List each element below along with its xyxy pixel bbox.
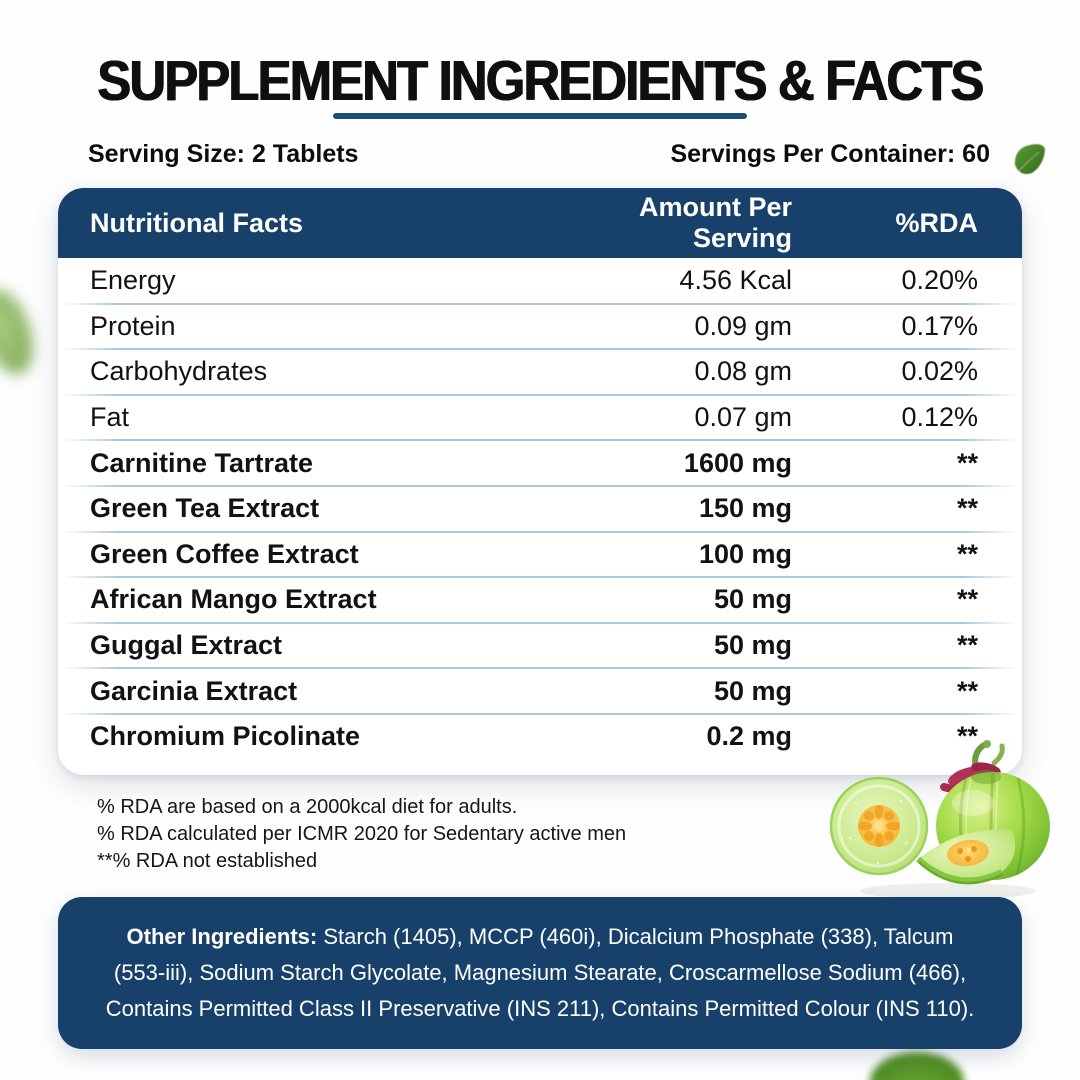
nutrient-amount: 0.2 mg <box>706 721 792 752</box>
nutrient-name: Garcinia Extract <box>90 675 298 706</box>
other-ingredients-text: Other Ingredients: Starch (1405), MCCP (4… <box>98 919 982 1027</box>
nutrient-amount: 100 mg <box>698 538 792 569</box>
title-underline <box>333 113 747 119</box>
nutrient-amount: 0.09 gm <box>694 310 792 341</box>
nutrient-name: Fat <box>90 402 130 433</box>
table-row: Garcinia Extract 50 mg ** <box>58 668 1022 715</box>
footnote-line: % RDA are based on a 2000kcal diet for a… <box>97 796 518 818</box>
nutrient-amount: 1600 mg <box>683 447 792 478</box>
garcinia-slice-round <box>829 776 929 876</box>
nutrient-amount: 0.07 gm <box>694 402 792 433</box>
table-row: Carbohydrates 0.08 gm 0.02% <box>58 349 1022 396</box>
nutrition-facts-card: Nutritional Facts Amount Per Serving %RD… <box>58 188 1022 775</box>
table-row: Green Coffee Extract 100 mg ** <box>58 532 1022 578</box>
nutrient-name: Green Tea Extract <box>90 493 320 524</box>
nutrient-rda: ** <box>956 447 978 478</box>
other-ingredients-box: Other Ingredients: Starch (1405), MCCP (4… <box>58 897 1022 1049</box>
nutrient-name: Green Coffee Extract <box>90 538 359 569</box>
nutrient-name: Energy <box>90 265 176 296</box>
nutrient-rda: 0.12% <box>901 402 978 433</box>
nutrient-name: Carbohydrates <box>90 356 268 387</box>
leaf-decoration-topright-icon <box>1014 144 1045 174</box>
table-rows: Energy 4.56 Kcal 0.20% Protein 0.09 gm 0… <box>58 258 1022 760</box>
garcinia-whole-fruit <box>936 740 1050 880</box>
serving-size-label: Serving Size: 2 Tablets <box>88 140 359 168</box>
table-row: Protein 0.09 gm 0.17% <box>58 304 1022 350</box>
table-row: African Mango Extract 50 mg ** <box>58 577 1022 624</box>
nutrient-rda: ** <box>956 675 978 706</box>
serving-info-row: Serving Size: 2 Tablets Servings Per Con… <box>58 140 1022 169</box>
other-ingredients-label: Other Ingredients: <box>126 924 318 949</box>
table-row: Carnitine Tartrate 1600 mg ** <box>58 440 1022 487</box>
nutrient-rda: ** <box>956 721 978 752</box>
nutrient-rda: 0.17% <box>901 310 978 341</box>
leaf-decoration-bottom-icon <box>870 1052 964 1080</box>
other-ingredients-list: Starch (1405), MCCP (460i), Dicalcium Ph… <box>105 924 975 1021</box>
garcinia-slice-wedge <box>915 829 1016 885</box>
nutrient-name: African Mango Extract <box>90 584 377 615</box>
nutrient-name: Carnitine Tartrate <box>90 447 314 478</box>
table-row: Energy 4.56 Kcal 0.20% <box>58 258 1022 305</box>
nutrient-rda: 0.02% <box>901 356 978 387</box>
table-row: Chromium Picolinate 0.2 mg ** <box>58 714 1022 760</box>
nutrient-name: Protein <box>90 310 176 341</box>
column-header-amount-per-serving: Amount Per Serving <box>638 192 792 253</box>
nutrient-rda: 0.20% <box>901 265 978 296</box>
nutrient-amount: 50 mg <box>713 675 792 706</box>
column-header-rda: %RDA <box>895 207 978 238</box>
nutrient-rda: ** <box>956 584 978 615</box>
nutrient-name: Chromium Picolinate <box>90 721 361 752</box>
table-header-row: Nutritional Facts Amount Per Serving %RD… <box>58 188 1022 258</box>
nutrient-amount: 4.56 Kcal <box>679 265 792 296</box>
nutrient-name: Guggal Extract <box>90 630 283 661</box>
table-row: Fat 0.07 gm 0.12% <box>58 395 1022 441</box>
leaf-decoration-left-icon <box>0 283 43 381</box>
table-row: Green Tea Extract 150 mg ** <box>58 486 1022 533</box>
footnote-line: **% RDA not established <box>97 850 318 872</box>
rda-footnotes: % RDA are based on a 2000kcal diet for a… <box>97 794 626 875</box>
footnote-line: % RDA calculated per ICMR 2020 for Seden… <box>97 823 627 845</box>
nutrient-rda: ** <box>956 538 978 569</box>
nutrient-amount: 0.08 gm <box>694 356 792 387</box>
servings-per-container-label: Servings Per Container: 60 <box>670 140 990 168</box>
nutrient-amount: 50 mg <box>713 584 792 615</box>
nutrient-rda: ** <box>956 493 978 524</box>
page-title: SUPPLEMENT INGREDIENTS & FACTS <box>97 49 984 113</box>
column-header-nutritional-facts: Nutritional Facts <box>90 207 304 238</box>
nutrient-amount: 50 mg <box>713 630 792 661</box>
nutrient-amount: 150 mg <box>698 493 792 524</box>
nutrient-rda: ** <box>956 630 978 661</box>
table-row: Guggal Extract 50 mg ** <box>58 623 1022 669</box>
garcinia-fruit-illustration <box>829 740 1050 899</box>
